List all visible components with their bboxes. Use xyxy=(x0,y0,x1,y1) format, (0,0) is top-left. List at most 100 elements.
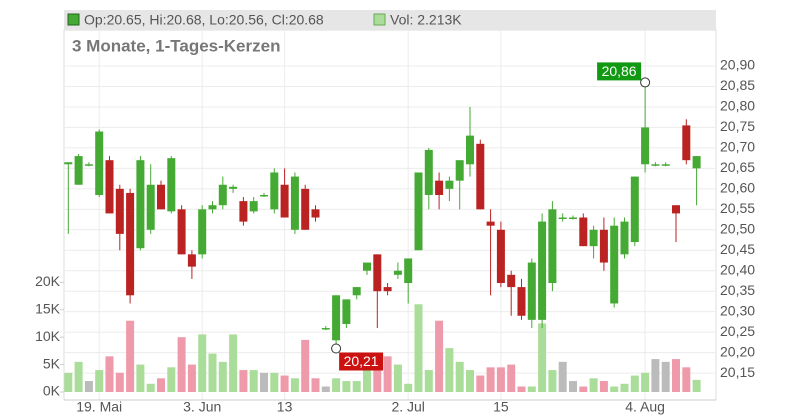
candle-body xyxy=(414,172,423,251)
y2-tick-label: 10K xyxy=(35,328,61,344)
candle-body xyxy=(404,258,413,284)
candle-body xyxy=(476,143,485,210)
candle-body xyxy=(177,209,186,255)
x-tick-label: 15 xyxy=(493,399,509,415)
candle-body xyxy=(569,217,577,220)
candle-body xyxy=(641,127,650,165)
candle-body xyxy=(455,160,464,181)
candle-body xyxy=(435,180,444,195)
candle-body xyxy=(229,186,238,189)
x-tick-label: 3. Jun xyxy=(183,399,221,415)
legend-ohlc-swatch xyxy=(67,13,80,26)
candle-body xyxy=(270,172,279,210)
candle-body xyxy=(682,125,691,161)
candle-body xyxy=(64,162,73,165)
candle-body xyxy=(393,270,402,275)
y-tick-label: 20,90 xyxy=(720,57,755,73)
candle-body xyxy=(507,274,516,288)
volume-bar xyxy=(95,370,104,392)
candle-body xyxy=(445,180,454,189)
candle-body xyxy=(620,221,629,255)
volume-bar xyxy=(414,304,423,392)
candle-body xyxy=(167,158,176,212)
volume-bar xyxy=(352,381,361,392)
candle-body xyxy=(579,217,588,247)
extreme-label-box xyxy=(339,352,384,371)
candle-body xyxy=(496,229,505,284)
candle-body xyxy=(249,201,258,212)
y-tick-label: 20,50 xyxy=(720,220,755,236)
legend-volume: Vol: 2.213K xyxy=(390,12,462,28)
volume-bar xyxy=(290,378,299,392)
y2-tick-label: 20K xyxy=(35,273,61,289)
volume-bar xyxy=(187,364,196,392)
candle-body xyxy=(208,205,217,210)
volume-bar xyxy=(260,372,268,392)
x-tick-label: 4. Aug xyxy=(625,399,665,415)
candle-body xyxy=(115,188,124,234)
volume-bar xyxy=(651,359,660,392)
volume-bar xyxy=(136,364,145,392)
volume-bar xyxy=(280,375,289,392)
candle-body xyxy=(589,229,598,247)
y-tick-label: 20,80 xyxy=(720,98,755,114)
candle-body xyxy=(239,201,248,222)
candle-body xyxy=(126,192,135,296)
volume-bar xyxy=(167,367,176,392)
volume-bar xyxy=(455,361,464,392)
y-tick-label: 20,75 xyxy=(720,118,755,134)
y-tick-label: 20,25 xyxy=(720,323,755,339)
volume-bar xyxy=(157,378,165,392)
volume-bar xyxy=(507,364,516,392)
candle-body xyxy=(558,217,567,220)
volume-bar xyxy=(115,372,124,392)
volume-bar xyxy=(589,378,598,392)
y-tick-label: 20,40 xyxy=(720,261,755,277)
candle-body xyxy=(363,262,371,271)
y2-tick-label: 15K xyxy=(35,300,61,316)
candle-body xyxy=(218,184,227,206)
volume-bar xyxy=(146,383,155,392)
volume-bar xyxy=(620,383,629,392)
volume-bar xyxy=(363,356,371,392)
legend-ohlc: Op:20.65, Hi:20.68, Lo:20.56, Cl:20.68 xyxy=(84,12,324,28)
legend-bar xyxy=(64,10,716,30)
candle-body xyxy=(332,295,341,341)
volume-bar xyxy=(496,367,505,392)
extreme-marker xyxy=(640,77,651,88)
volume-bar xyxy=(332,378,341,392)
y-tick-label: 20,60 xyxy=(720,180,755,196)
candle-body xyxy=(321,328,330,330)
candle-body xyxy=(466,135,474,165)
candle-body xyxy=(187,254,196,267)
candle-body xyxy=(84,164,93,166)
volume-bar xyxy=(558,361,567,392)
y2-tick-label: 0K xyxy=(43,383,61,399)
y-tick-label: 20,35 xyxy=(720,282,755,298)
volume-bar xyxy=(692,379,701,392)
candle-body xyxy=(352,287,361,296)
candle-body xyxy=(486,221,495,226)
volume-bar xyxy=(672,359,680,392)
candle-body xyxy=(630,176,639,243)
plot-background xyxy=(63,29,717,401)
extreme-label: 20,86 xyxy=(602,63,637,79)
candle-body xyxy=(280,184,289,218)
candle-body xyxy=(311,209,320,218)
x-tick-label: 2. Jul xyxy=(391,399,424,415)
candle-body xyxy=(538,221,547,320)
volume-bar xyxy=(74,361,83,392)
candle-body xyxy=(260,194,268,197)
y2-tick-label: 5K xyxy=(43,355,61,371)
volume-bar xyxy=(311,378,320,392)
volume-bar xyxy=(599,381,608,392)
candle-body xyxy=(692,156,701,169)
candle-body xyxy=(599,229,608,263)
volume-bar xyxy=(218,361,227,392)
volume-bar xyxy=(486,367,495,392)
y-tick-label: 20,70 xyxy=(720,139,755,155)
candle-body xyxy=(342,299,351,324)
volume-bar xyxy=(342,381,351,392)
volume-bar xyxy=(126,320,135,392)
y-tick-label: 20,30 xyxy=(720,302,755,318)
